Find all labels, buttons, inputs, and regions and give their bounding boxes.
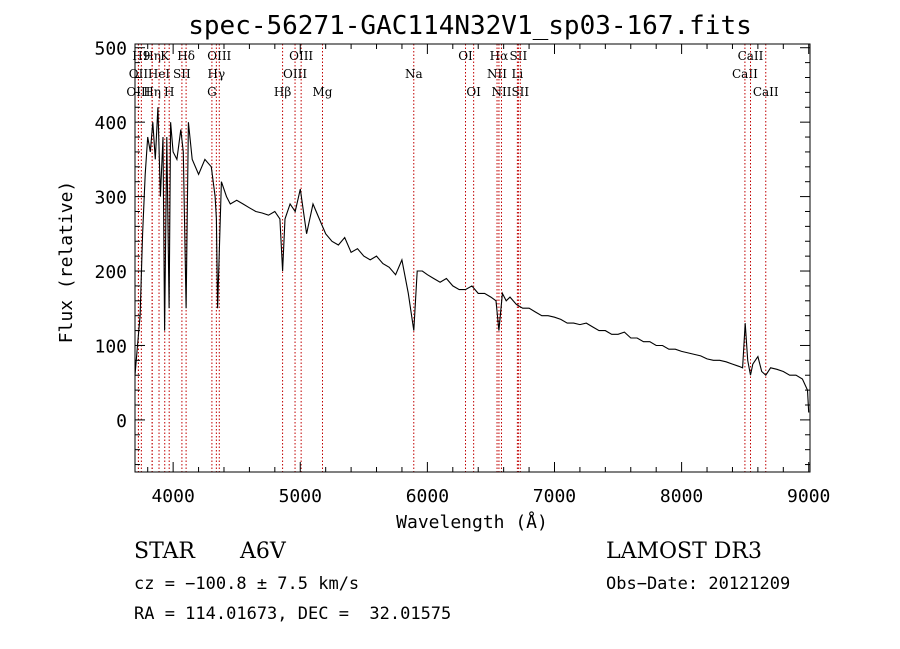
line-label-27: CaII (738, 49, 764, 63)
line-label-10: OIII (207, 49, 231, 63)
spectrum-line (134, 107, 810, 413)
survey-name: LAMOST DR3 (606, 539, 762, 564)
x-axis-label: Wavelength (Å) (396, 511, 548, 533)
line-label-13: Hβ (274, 85, 291, 99)
line-label-17: Na (405, 67, 423, 81)
line-label-15: OIII (283, 67, 307, 81)
redshift-cz: cz = −100.8 ± 7.5 km/s (134, 574, 360, 594)
spectrum-series (134, 107, 810, 413)
line-label-24: Li (511, 67, 523, 81)
object-class: STAR (134, 539, 195, 564)
line-label-0: H9 (132, 49, 150, 63)
y-tick-label-1: 100 (94, 336, 127, 357)
line-label-23: SII (510, 49, 528, 63)
line-label-20: Hα (490, 49, 509, 63)
x-tick-label-0: 4000 (151, 486, 194, 507)
line-label-19: OI (466, 85, 481, 99)
line-label-8: H (164, 85, 174, 99)
y-axis-label: Flux (relative) (56, 181, 77, 344)
line-label-14: OIII (289, 49, 313, 63)
y-tick-label-3: 300 (94, 188, 127, 209)
y-tick-label-2: 200 (94, 262, 127, 283)
x-tick-label-4: 8000 (660, 486, 703, 507)
line-label-5: Hη (143, 85, 161, 99)
y-tick-label-0: 0 (116, 411, 127, 432)
line-label-12: G (207, 85, 217, 99)
y-tick-label-5: 500 (94, 39, 127, 60)
object-subclass: A6V (240, 539, 286, 564)
chart-title: spec-56271-GAC114N32V1_sp03-167.fits (188, 11, 752, 41)
x-tick-label-1: 5000 (279, 486, 322, 507)
line-label-6: K (160, 49, 170, 63)
observation-date: Obs−Date: 20121209 (606, 574, 791, 594)
plot-frame (134, 43, 811, 473)
axis-ticks: 4000 5000 6000 7000 8000 9000 0 100 200 300 400 500 (94, 39, 830, 507)
line-label-7: SII (173, 67, 191, 81)
line-label-28: CaII (753, 85, 779, 99)
x-tick-label-3: 7000 (533, 486, 576, 507)
line-label-25: SII (511, 85, 529, 99)
line-label-4: HeI (148, 67, 171, 81)
y-tick-label-4: 400 (94, 113, 127, 134)
line-label-26: CaII (732, 67, 758, 81)
x-tick-label-5: 9000 (787, 486, 830, 507)
line-label-11: Hγ (208, 67, 226, 81)
line-label-1: OII (129, 67, 149, 81)
line-label-18: OI (458, 49, 473, 63)
line-label-16: Mg (313, 85, 333, 99)
x-tick-label-2: 6000 (406, 486, 449, 507)
line-label-9: Hδ (177, 49, 195, 63)
line-label-21: NII (487, 67, 507, 81)
ra-dec: RA = 114.01673, DEC = 32.01575 (134, 604, 452, 624)
line-label-22: NII (491, 85, 511, 99)
